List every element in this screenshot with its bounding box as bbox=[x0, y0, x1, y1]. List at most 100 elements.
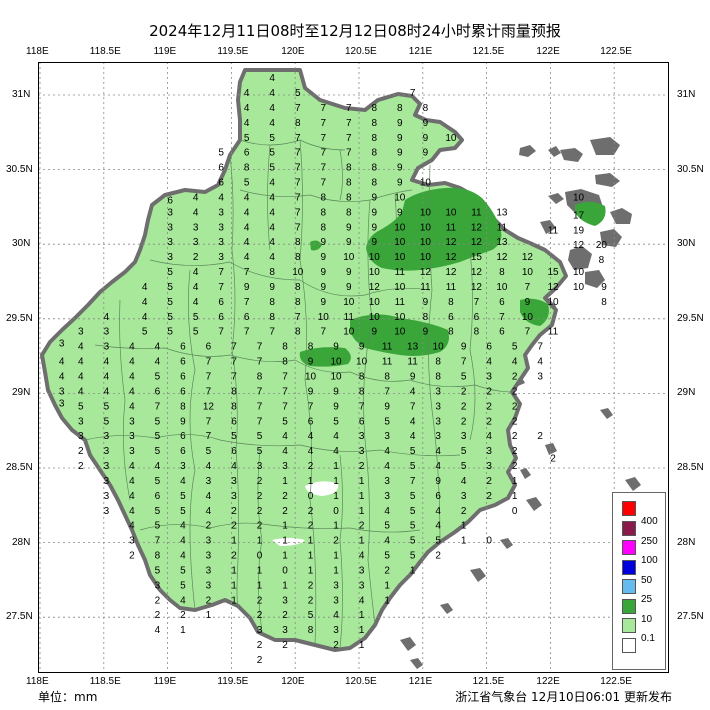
rain-value: 4 bbox=[78, 357, 84, 368]
rain-value: 4 bbox=[269, 222, 275, 233]
rain-value: 3 bbox=[206, 566, 212, 577]
rain-value: 4 bbox=[180, 595, 186, 606]
no-rain-patches bbox=[272, 481, 339, 546]
lon-tick-label: 122E bbox=[536, 46, 560, 57]
rain-value: 3 bbox=[359, 446, 365, 457]
rain-value: 0 bbox=[257, 551, 263, 562]
rain-value: 6 bbox=[244, 312, 250, 323]
rain-value: 7 bbox=[257, 342, 263, 353]
rain-value: 3 bbox=[129, 431, 135, 442]
rain-value: 7 bbox=[346, 103, 352, 114]
rain-value: 6 bbox=[499, 327, 505, 338]
rain-value: 4 bbox=[244, 222, 250, 233]
lon-tick-label: 120.5E bbox=[345, 676, 377, 687]
lon-tick-label: 121E bbox=[408, 676, 433, 687]
rain-value: 2 bbox=[512, 386, 518, 397]
rain-value: 0 bbox=[308, 491, 314, 502]
rain-value: 12 bbox=[445, 267, 457, 278]
legend-swatch bbox=[622, 637, 636, 653]
rain-value: 9 bbox=[321, 297, 327, 308]
lat-tick-label: 28.5N bbox=[6, 462, 33, 473]
rain-value: 2 bbox=[282, 640, 288, 651]
rain-value: 6 bbox=[180, 357, 186, 368]
lon-tick-label: 121.5E bbox=[472, 676, 505, 687]
rain-value: 3 bbox=[193, 237, 199, 248]
rain-value: 12 bbox=[496, 252, 508, 263]
rain-value: 4 bbox=[269, 237, 275, 248]
rain-value: 4 bbox=[104, 386, 110, 397]
rain-value: 1 bbox=[461, 536, 467, 547]
rain-value: 1 bbox=[333, 476, 339, 487]
rain-value: 9 bbox=[423, 118, 429, 129]
lat-tick-label: 28.5N bbox=[677, 462, 704, 473]
rain-value: 10 bbox=[369, 297, 381, 308]
rain-value: 10 bbox=[420, 178, 432, 189]
rain-value: 1 bbox=[359, 491, 365, 502]
lat-tick-label: 28N bbox=[12, 536, 31, 548]
rain-value: 5 bbox=[218, 148, 224, 159]
rain-value: 4 bbox=[269, 207, 275, 218]
rain-value: 2 bbox=[231, 521, 237, 532]
rain-value: 2 bbox=[435, 551, 441, 562]
rain-value: 1 bbox=[384, 595, 390, 606]
rain-value: 4 bbox=[384, 461, 390, 472]
rain-value: 9 bbox=[321, 267, 327, 278]
rain-value: 4 bbox=[180, 536, 186, 547]
rain-value: 8 bbox=[359, 386, 365, 397]
rain-value: 5 bbox=[180, 580, 186, 591]
rain-value: 7 bbox=[257, 401, 263, 412]
rain-value: 4 bbox=[155, 625, 161, 636]
map-title: 2024年12月11日08时至12月12日08时24小时累计雨量预报 bbox=[149, 22, 561, 40]
rain-value: 9 bbox=[397, 133, 403, 144]
coordinate-grid bbox=[38, 62, 669, 673]
rain-value: 3 bbox=[435, 386, 441, 397]
rain-value: 1 bbox=[231, 580, 237, 591]
rain-value: 7 bbox=[218, 267, 224, 278]
rain-value: 3 bbox=[333, 625, 339, 636]
rain-value: 4 bbox=[155, 357, 161, 368]
rain-value: 4 bbox=[537, 357, 543, 368]
rain-value: 8 bbox=[321, 193, 327, 204]
rain-value: 10 bbox=[420, 252, 432, 263]
rain-value: 4 bbox=[244, 207, 250, 218]
rain-value: 5 bbox=[384, 416, 390, 427]
rain-value: 1 bbox=[384, 580, 390, 591]
rain-value: 5 bbox=[167, 267, 173, 278]
rain-value: 1 bbox=[333, 521, 339, 532]
rain-value: 3 bbox=[359, 431, 365, 442]
rain-value: 2 bbox=[512, 416, 518, 427]
rain-value: 4 bbox=[435, 461, 441, 472]
rain-value: 2 bbox=[308, 506, 314, 517]
rain-value: 2 bbox=[359, 521, 365, 532]
rain-value: 4 bbox=[193, 267, 199, 278]
rain-value: 4 bbox=[180, 476, 186, 487]
rain-value: 2 bbox=[512, 431, 518, 442]
rain-value: 7 bbox=[206, 372, 212, 383]
rain-value: 11 bbox=[548, 327, 559, 338]
rain-value: 6 bbox=[499, 297, 505, 308]
rain-value: 1 bbox=[359, 625, 365, 636]
rain-value: 10 bbox=[420, 207, 432, 218]
rain-value: 4 bbox=[486, 357, 492, 368]
rain-value: 1 bbox=[461, 521, 467, 532]
rain-value: 10 bbox=[343, 252, 355, 263]
rain-value: 7 bbox=[206, 386, 212, 397]
rain-value: 13 bbox=[407, 342, 419, 353]
rain-value: 2 bbox=[384, 566, 390, 577]
rain-value: 9 bbox=[346, 237, 352, 248]
rain-value: 10 bbox=[305, 372, 317, 383]
rain-value: 7 bbox=[359, 401, 365, 412]
rain-value: 8 bbox=[346, 193, 352, 204]
rain-value: 2 bbox=[486, 476, 492, 487]
rain-value: 6 bbox=[231, 416, 237, 427]
rain-value: 6 bbox=[244, 148, 250, 159]
rain-value: 3 bbox=[231, 491, 237, 502]
rain-value: 8 bbox=[269, 267, 275, 278]
rain-value: 4 bbox=[193, 193, 199, 204]
rain-value: 4 bbox=[244, 193, 250, 204]
rain-value: 4 bbox=[104, 372, 110, 383]
rain-value: 2 bbox=[206, 595, 212, 606]
rain-value: 7 bbox=[295, 148, 301, 159]
lat-tick-label: 27.5N bbox=[677, 611, 704, 623]
